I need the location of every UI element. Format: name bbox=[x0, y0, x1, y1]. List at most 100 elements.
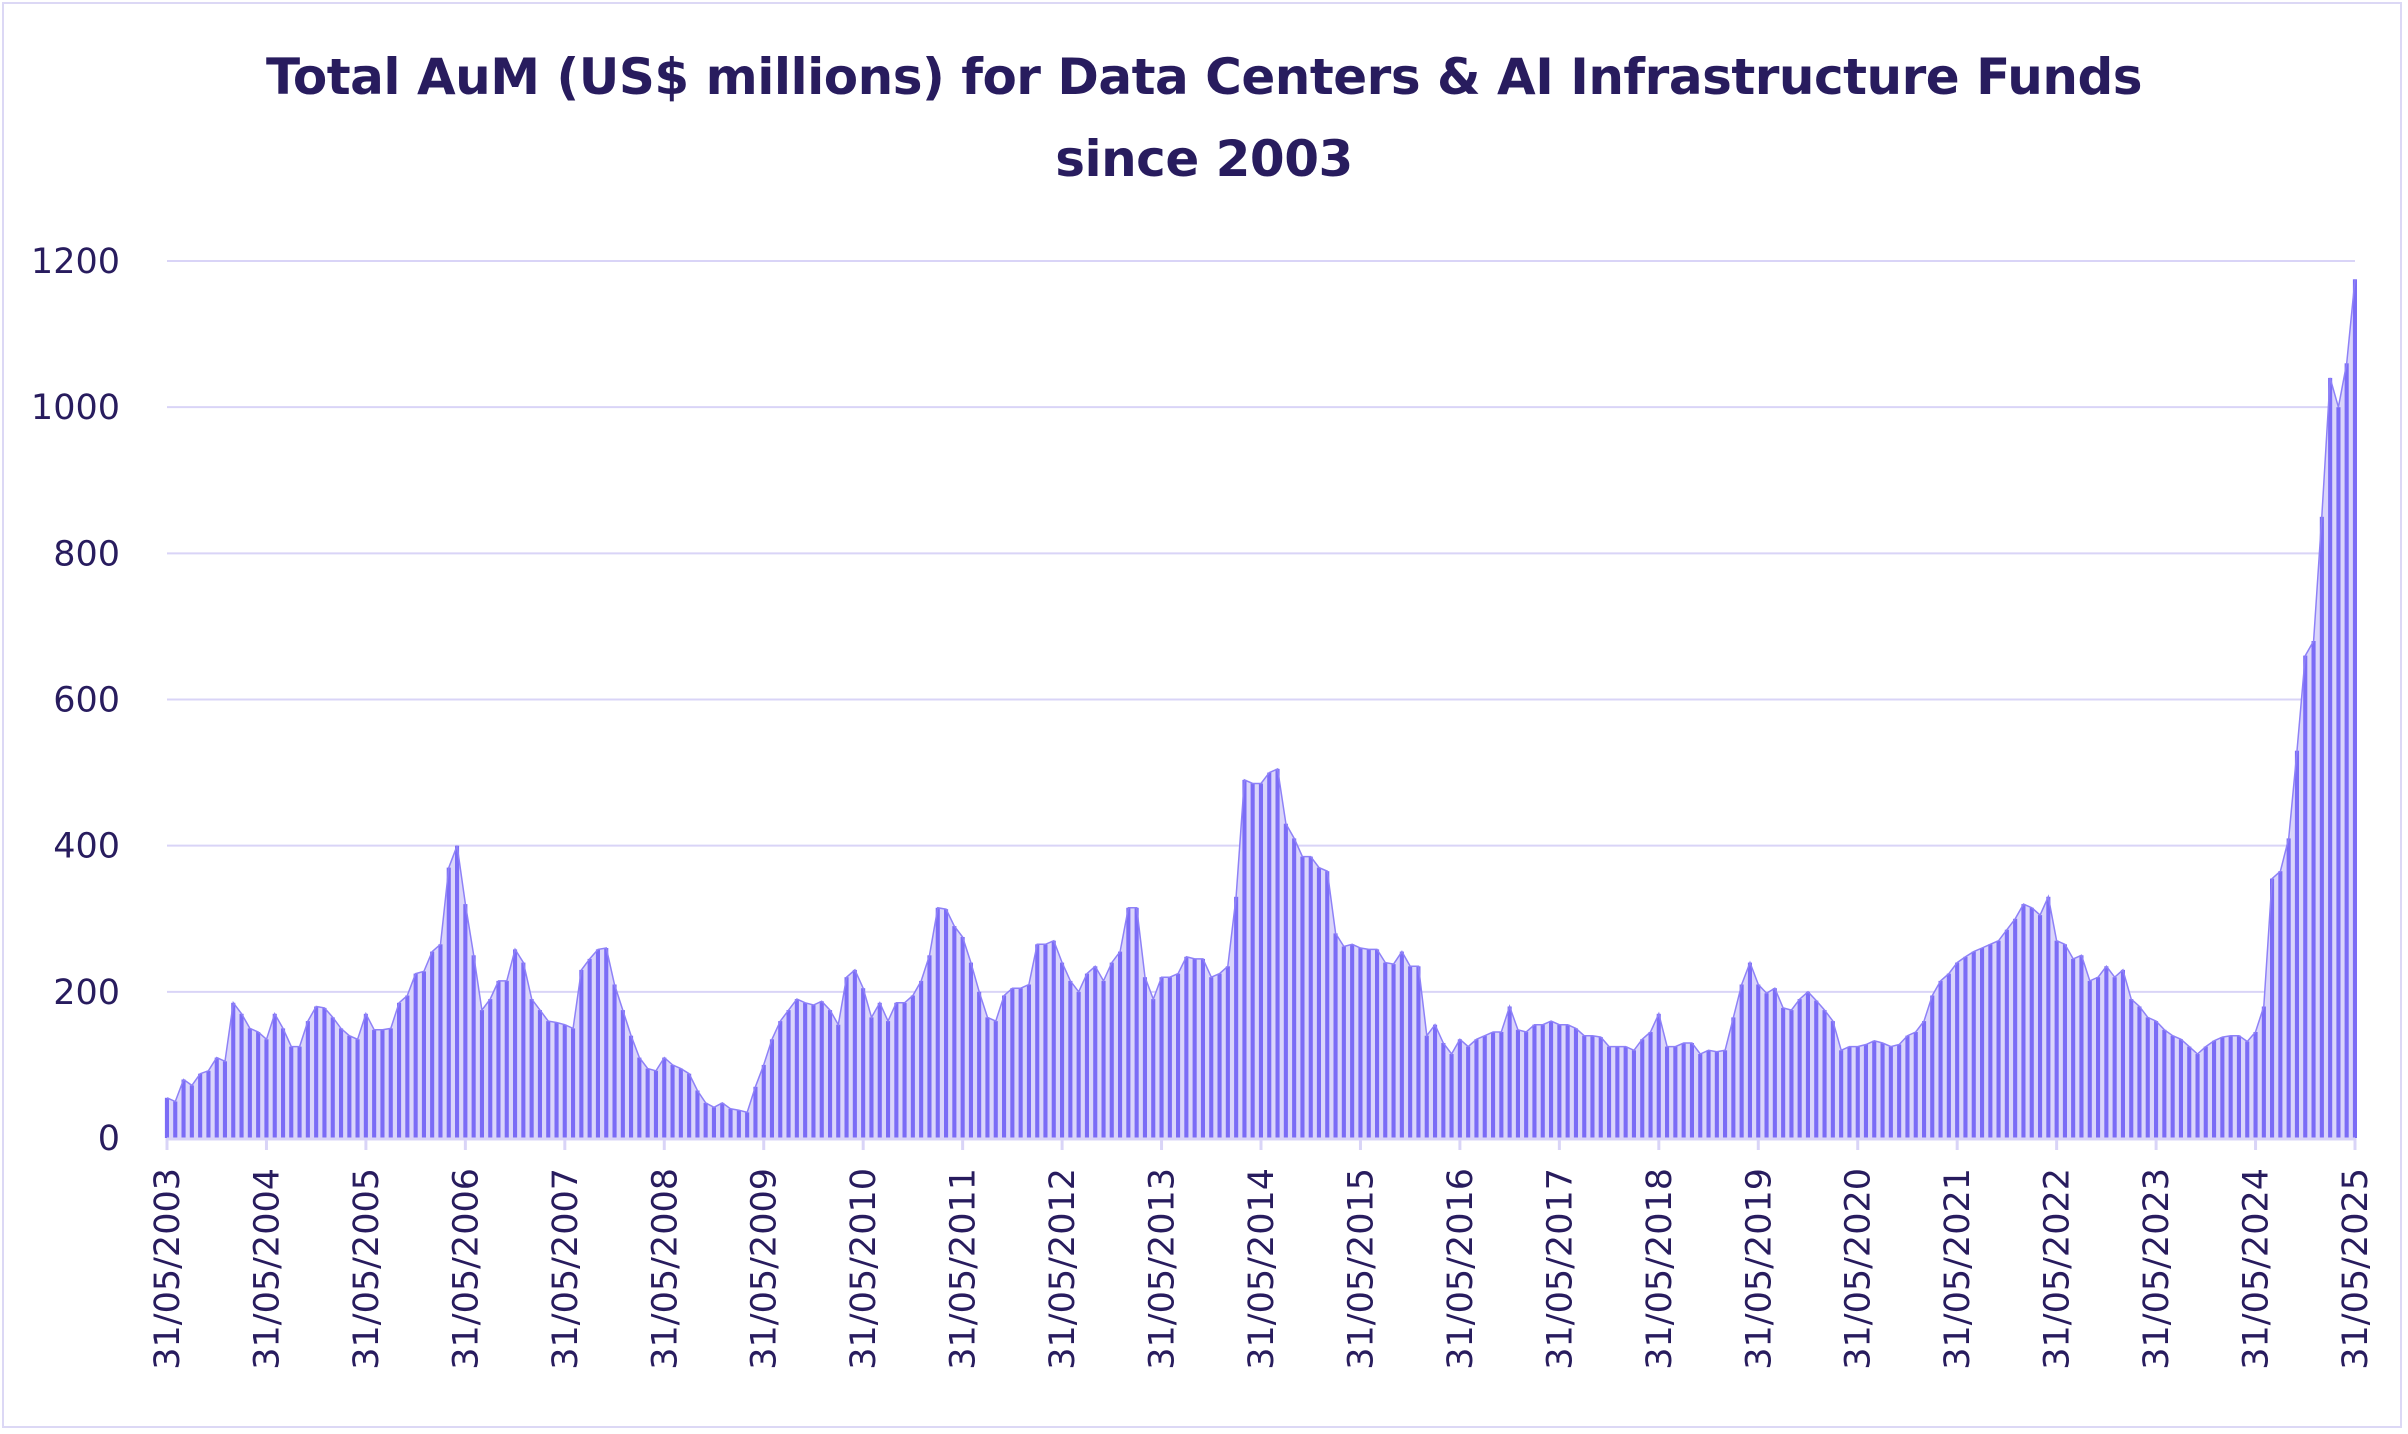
data-bar bbox=[678, 1068, 683, 1138]
data-bar bbox=[2203, 1046, 2208, 1138]
data-bar bbox=[1855, 1046, 1860, 1138]
data-bar bbox=[2245, 1041, 2250, 1138]
data-bar bbox=[546, 1021, 551, 1138]
data-bar bbox=[1416, 966, 1421, 1138]
data-bar bbox=[910, 995, 915, 1138]
data-bar bbox=[579, 969, 584, 1138]
data-bar bbox=[2104, 966, 2109, 1138]
chart-subtitle: since 2003 bbox=[1055, 130, 1353, 188]
data-bar bbox=[1996, 940, 2001, 1138]
data-bar bbox=[1151, 999, 1156, 1138]
data-bar bbox=[919, 980, 924, 1138]
x-tick-label: 31/05/2005 bbox=[347, 1168, 387, 1370]
data-bar bbox=[1698, 1054, 1703, 1138]
data-bar bbox=[935, 907, 940, 1138]
y-tick-label: 200 bbox=[53, 973, 120, 1013]
data-bar bbox=[1399, 951, 1404, 1138]
data-bar bbox=[1308, 856, 1313, 1138]
data-bar bbox=[1424, 1035, 1429, 1138]
x-tick-label: 31/05/2006 bbox=[446, 1168, 486, 1370]
data-bar bbox=[281, 1028, 286, 1138]
data-bar bbox=[1051, 940, 1056, 1138]
data-bar bbox=[2029, 907, 2034, 1138]
data-bar bbox=[1681, 1043, 1686, 1138]
data-bar bbox=[2311, 641, 2316, 1138]
data-bar bbox=[1557, 1024, 1562, 1138]
data-bar bbox=[1797, 999, 1802, 1138]
data-bar bbox=[256, 1032, 261, 1138]
data-bar bbox=[836, 1024, 841, 1138]
series-line bbox=[166, 279, 2356, 1114]
data-bar bbox=[877, 1002, 882, 1138]
data-bar bbox=[372, 1029, 377, 1138]
data-bar bbox=[769, 1039, 774, 1138]
data-bar bbox=[695, 1090, 700, 1138]
data-bar bbox=[363, 1013, 368, 1138]
data-bar bbox=[1341, 946, 1346, 1138]
data-bar bbox=[2228, 1035, 2233, 1138]
data-bar bbox=[189, 1085, 194, 1138]
data-bar bbox=[819, 1001, 824, 1138]
data-bar bbox=[2062, 944, 2067, 1138]
data-bar bbox=[1466, 1046, 1471, 1138]
data-bar bbox=[720, 1102, 725, 1138]
data-bar bbox=[455, 845, 460, 1138]
x-tick-label: 31/05/2024 bbox=[2237, 1168, 2277, 1370]
data-bar bbox=[173, 1101, 178, 1138]
data-bar bbox=[1350, 944, 1355, 1138]
data-bar bbox=[902, 1002, 907, 1138]
data-bar bbox=[1002, 995, 1007, 1138]
data-bar bbox=[1880, 1043, 1885, 1138]
data-bar bbox=[463, 904, 468, 1138]
data-bar bbox=[214, 1057, 219, 1138]
data-bar bbox=[1250, 783, 1255, 1138]
data-bar bbox=[612, 984, 617, 1138]
data-bar bbox=[1449, 1054, 1454, 1138]
data-bar bbox=[736, 1110, 741, 1138]
data-bar bbox=[753, 1086, 758, 1138]
data-bar bbox=[1225, 966, 1230, 1138]
data-bar bbox=[1822, 1010, 1827, 1138]
data-bar bbox=[861, 988, 866, 1138]
data-bar bbox=[968, 962, 973, 1138]
data-bar bbox=[1209, 977, 1214, 1138]
data-bar bbox=[1955, 962, 1960, 1138]
data-bar bbox=[1830, 1021, 1835, 1138]
data-bar bbox=[2162, 1029, 2167, 1138]
data-bar bbox=[2236, 1035, 2241, 1138]
data-bar bbox=[1283, 823, 1288, 1138]
data-bar bbox=[2286, 838, 2291, 1138]
data-bar bbox=[2294, 750, 2299, 1138]
data-bar bbox=[1192, 958, 1197, 1138]
data-bar bbox=[1482, 1035, 1487, 1138]
data-bar bbox=[645, 1068, 650, 1138]
data-bar bbox=[206, 1070, 211, 1138]
data-bar bbox=[239, 1013, 244, 1138]
data-bar bbox=[1035, 944, 1040, 1138]
data-bar bbox=[471, 955, 476, 1138]
data-bar bbox=[1076, 991, 1081, 1138]
data-bar bbox=[339, 1028, 344, 1138]
data-bar bbox=[1623, 1046, 1628, 1138]
data-bar bbox=[247, 1028, 252, 1138]
data-bar bbox=[314, 1006, 319, 1138]
data-bar bbox=[2145, 1017, 2150, 1138]
data-bar bbox=[1457, 1039, 1462, 1138]
data-bar bbox=[2261, 1006, 2266, 1138]
data-bar bbox=[1184, 956, 1189, 1138]
data-bar bbox=[1499, 1032, 1504, 1138]
data-bar bbox=[1325, 871, 1330, 1138]
data-bar bbox=[571, 1028, 576, 1138]
data-bar bbox=[637, 1057, 642, 1138]
data-bar bbox=[1963, 956, 1968, 1138]
data-bar bbox=[488, 999, 493, 1138]
data-bar bbox=[1093, 966, 1098, 1138]
data-bar bbox=[1988, 944, 1993, 1138]
data-bar bbox=[1930, 995, 1935, 1138]
data-bar bbox=[1631, 1050, 1636, 1138]
data-bar bbox=[1142, 977, 1147, 1138]
x-tick-label: 31/05/2021 bbox=[1938, 1168, 1978, 1370]
data-bar bbox=[1491, 1032, 1496, 1138]
x-tick-label: 31/05/2017 bbox=[1540, 1168, 1580, 1370]
